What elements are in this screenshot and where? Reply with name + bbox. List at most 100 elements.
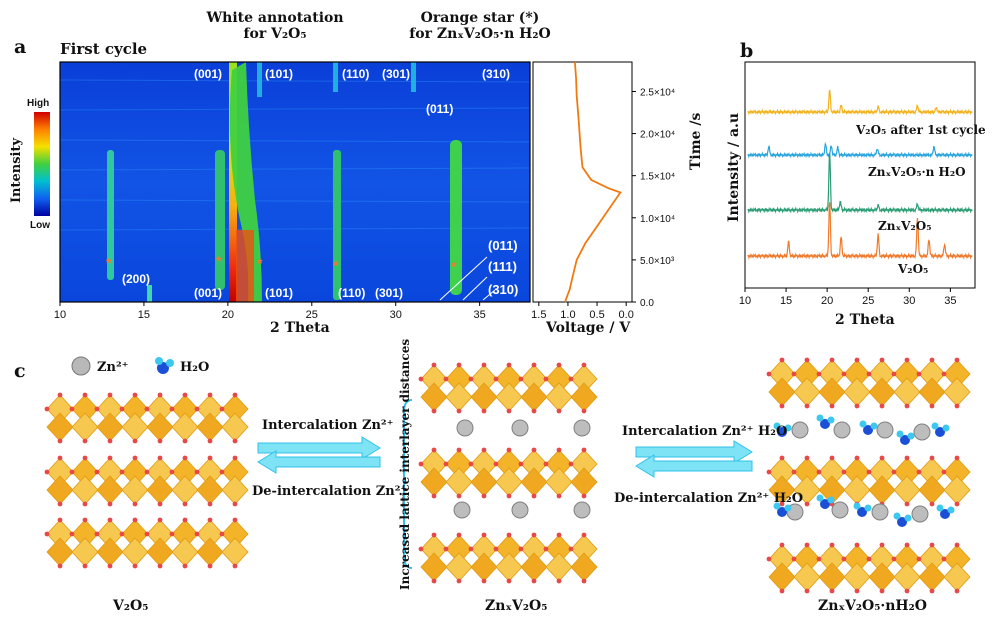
vo6-octahedron [196,412,224,442]
vo6-octahedron [893,475,921,505]
peak-arrows [439,256,496,301]
oxygen-atom [816,371,822,377]
arrow-right-bottom-label: De-intercalation Zn²⁺ H₂O [614,491,804,506]
oxygen-atom [94,406,100,412]
h2o-molecule [942,424,950,432]
oxygen-atom [866,556,872,562]
zn-ion [831,501,849,519]
time-y-tick-label: 1.5×10⁴ [640,172,675,183]
oxygen-atom [57,455,63,461]
oxygen-atom [169,406,175,412]
oxygen-atom [219,469,225,475]
panel-b-xlabel: 2 Theta [835,312,895,328]
oxygen-atom [816,556,822,562]
xrd-series-line [747,141,973,159]
oxygen-atom [132,392,138,398]
oxygen-atom [493,376,499,382]
panel-b-x-tick-label: 35 [944,295,956,307]
heatmap-peak-26-1 [333,150,341,300]
oxygen-atom [518,376,524,382]
time-y-tick-label: 0.0 [640,298,654,309]
h2o-molecule [893,512,901,520]
series-label-znv2o5: ZnₓV₂O₅ [878,219,932,233]
oxygen-atom [954,542,960,548]
oxygen-atom [804,357,810,363]
oxygen-atom [866,371,872,377]
vo6-octahedron [420,382,448,412]
caption-v2o5: V₂O₅ [113,598,149,614]
zn-ion [911,505,929,523]
caption-znv2o5-nh2o: ZnₓV₂O₅·nH₂O [818,598,927,614]
interlayer-bracket [403,399,413,569]
heatmap-peak-19-4 [215,150,225,290]
voltage-x-tick-label: 1.0 [560,309,575,321]
voltage-x-tick-label: 1.5 [531,309,546,321]
white-annotation-header: White annotation for V₂O₅ [206,10,344,42]
heatmap-hot-region [236,230,254,302]
oxygen-atom [854,588,860,594]
oxygen-atom [82,517,88,523]
oxygen-atom [182,455,188,461]
vo6-octahedron [843,377,871,407]
vo6-octahedron [171,537,199,567]
peak-label: (101) [265,67,294,81]
oxygen-atom [431,532,437,538]
oxygen-atom [481,362,487,368]
oxygen-atom [82,501,88,507]
zn-ion [511,501,529,519]
arrow-shape [257,450,381,474]
vo6-octahedron [495,467,523,497]
oxygen-atom [132,438,138,444]
oxygen-atom [169,469,175,475]
heatmap-peak-26-1-top [333,62,338,92]
oxygen-atom [929,542,935,548]
vo6-octahedron [843,562,871,592]
oxygen-atom [543,461,549,467]
oxygen-atom [182,501,188,507]
vo6-octahedron [570,467,598,497]
peak-label: (011) [426,102,454,116]
oxygen-atom [929,357,935,363]
oxygen-atom [568,546,574,552]
voltage-x-tick-label: 0.5 [589,309,604,321]
series-label-v2o5-after: V₂O₅ after 1st cycle [856,123,986,137]
oxygen-atom [791,556,797,562]
oxygen-atom [829,403,835,409]
oxygen-atom [431,493,437,499]
v2o5-layer [44,455,249,507]
oxygen-atom [456,408,462,414]
oxygen-atom [791,371,797,377]
oxygen-atom [481,493,487,499]
zn-ion [456,419,474,437]
oxygen-atom [144,469,150,475]
oxygen-atom [904,542,910,548]
oxygen-atom [556,532,562,538]
oxygen-atom [157,392,163,398]
oxygen-atom [44,531,50,537]
arrow-left-top-label: Intercalation Zn²⁺ [262,418,394,433]
h2o-molecule [784,504,792,512]
oxygen-atom [804,403,810,409]
heatmap-xlabel: 2 Theta [270,320,330,336]
panel-b-x-tick-label: 30 [903,295,915,307]
vo6-octahedron [121,537,149,567]
vo6-octahedron [520,467,548,497]
oxygen-atom [481,447,487,453]
oxygen-atom [531,408,537,414]
oxygen-atom [431,362,437,368]
oxygen-atom [207,501,213,507]
vo6-octahedron [46,537,74,567]
vo6-octahedron [420,552,448,582]
oxygen-atom [107,501,113,507]
oxygen-atom [57,517,63,523]
vo6-octahedron [868,475,896,505]
oxygen-atom [506,493,512,499]
oxygen-atom [157,455,163,461]
oxygen-atom [481,578,487,584]
oxygen-atom [904,403,910,409]
oxygen-atom [904,455,910,461]
x-tick-label: 10 [54,309,66,321]
time-y-tick-label: 2.0×10⁴ [640,130,675,141]
oxygen-atom [556,408,562,414]
